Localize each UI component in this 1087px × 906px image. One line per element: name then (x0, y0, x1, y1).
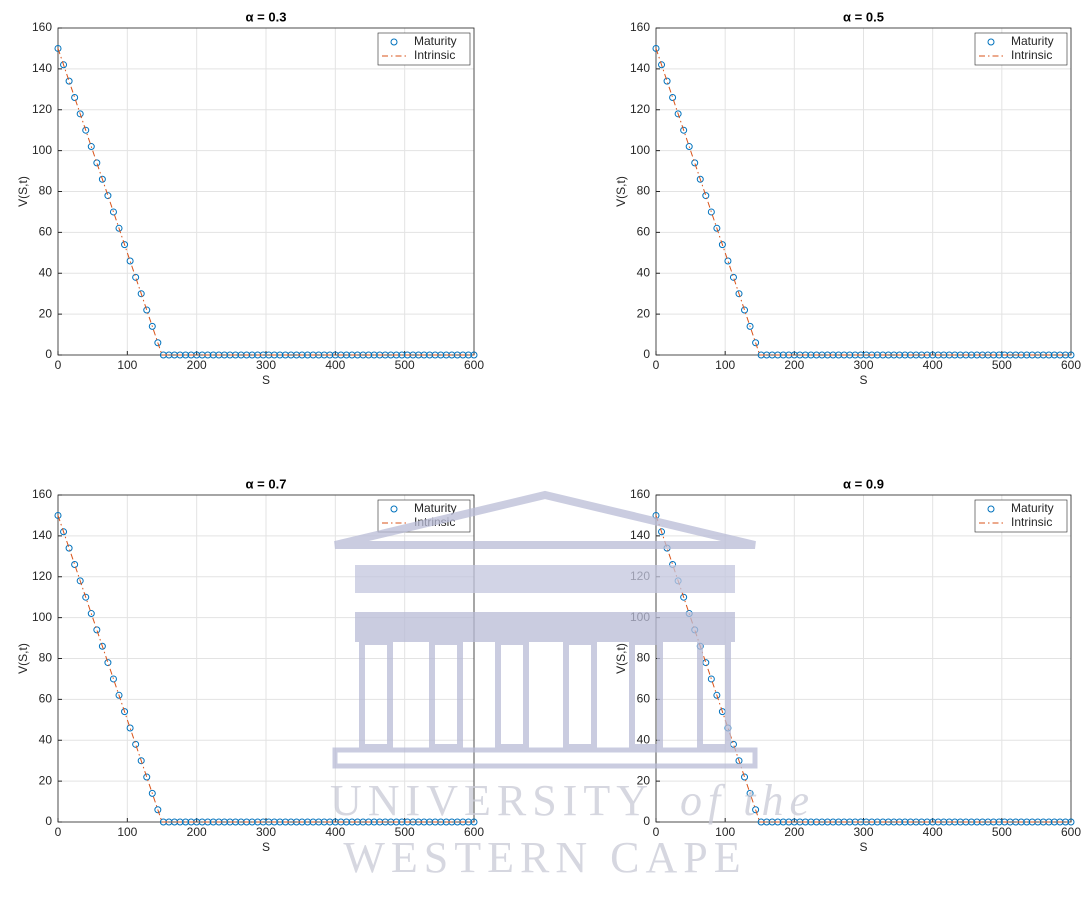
y-tick-label: 120 (32, 569, 52, 583)
y-tick-label: 100 (32, 610, 52, 624)
y-tick-label: 0 (45, 814, 52, 828)
x-tick-label: 200 (187, 358, 207, 372)
frieze (355, 565, 735, 593)
column (566, 642, 594, 747)
y-tick-label: 140 (630, 61, 650, 75)
legend-label: Intrinsic (414, 48, 455, 62)
y-tick-label: 20 (637, 306, 651, 320)
x-tick-label: 600 (1061, 825, 1081, 839)
x-tick-label: 400 (325, 358, 345, 372)
x-tick-label: 100 (117, 358, 137, 372)
x-tick-label: 500 (992, 358, 1012, 372)
x-axis-label: S (859, 840, 867, 854)
y-tick-label: 60 (637, 225, 651, 239)
y-tick-label: 140 (32, 528, 52, 542)
y-tick-label: 160 (630, 20, 650, 34)
legend-label: Intrinsic (1011, 48, 1052, 62)
x-tick-label: 200 (784, 358, 804, 372)
y-tick-label: 40 (39, 732, 53, 746)
y-tick-label: 160 (32, 20, 52, 34)
x-tick-label: 500 (395, 358, 415, 372)
x-tick-label: 200 (187, 825, 207, 839)
y-tick-label: 40 (39, 265, 53, 279)
x-tick-label: 300 (853, 358, 873, 372)
y-tick-label: 0 (643, 347, 650, 361)
y-axis-label: V(S,t) (16, 176, 30, 207)
x-tick-label: 0 (653, 358, 660, 372)
y-tick-label: 20 (39, 306, 53, 320)
y-tick-label: 100 (630, 143, 650, 157)
x-tick-label: 600 (1061, 358, 1081, 372)
y-tick-label: 160 (32, 487, 52, 501)
x-tick-label: 300 (853, 825, 873, 839)
x-tick-label: 400 (923, 825, 943, 839)
legend-label: Intrinsic (1011, 515, 1052, 529)
chart-title: α = 0.9 (843, 476, 884, 491)
y-tick-label: 100 (32, 143, 52, 157)
y-tick-label: 40 (637, 265, 651, 279)
y-tick-label: 80 (39, 651, 53, 665)
y-tick-label: 140 (32, 61, 52, 75)
entablature (355, 612, 735, 642)
x-axis-label: S (859, 373, 867, 387)
x-tick-label: 400 (923, 358, 943, 372)
y-tick-label: 80 (637, 184, 651, 198)
legend-label: Maturity (1011, 34, 1054, 48)
y-tick-label: 120 (630, 102, 650, 116)
x-axis-label: S (262, 373, 270, 387)
watermark-text: of the (680, 776, 815, 825)
plots: 0100200300400500600020406080100120140160… (16, 9, 1081, 854)
chart-title: α = 0.3 (246, 9, 287, 24)
x-tick-label: 200 (784, 825, 804, 839)
y-axis-label: V(S,t) (614, 176, 628, 207)
column (498, 642, 526, 747)
x-tick-label: 0 (55, 825, 62, 839)
y-tick-label: 20 (39, 773, 53, 787)
watermark-text: WESTERN CAPE (343, 833, 746, 882)
legend-label: Maturity (1011, 501, 1054, 515)
chart-title: α = 0.5 (843, 9, 884, 24)
x-tick-label: 300 (256, 825, 276, 839)
y-tick-label: 80 (39, 184, 53, 198)
figure: 0100200300400500600020406080100120140160… (0, 0, 1087, 906)
x-tick-label: 100 (117, 825, 137, 839)
y-tick-label: 60 (637, 692, 651, 706)
y-tick-label: 140 (630, 528, 650, 542)
x-tick-label: 0 (55, 358, 62, 372)
y-tick-label: 60 (39, 225, 53, 239)
y-tick-label: 160 (630, 487, 650, 501)
y-tick-label: 120 (32, 102, 52, 116)
y-tick-label: 80 (637, 651, 651, 665)
legend-label: Maturity (414, 34, 457, 48)
x-tick-label: 300 (256, 358, 276, 372)
x-tick-label: 500 (992, 825, 1012, 839)
chart-title: α = 0.7 (246, 476, 287, 491)
y-axis-label: V(S,t) (614, 643, 628, 674)
watermark-text: UNIVERSITY (330, 776, 654, 825)
y-axis-label: V(S,t) (16, 643, 30, 674)
x-tick-label: 100 (715, 358, 735, 372)
subplot: 0 100 200 300 400 500 600 0 20 40 60 80 100 120 140 160… (614, 9, 1081, 387)
x-tick-label: 600 (464, 358, 484, 372)
legend-label: Maturity (414, 501, 457, 515)
y-tick-label: 60 (39, 692, 53, 706)
y-tick-label: 0 (45, 347, 52, 361)
x-axis-label: S (262, 840, 270, 854)
subplot: 0 100 200 300 400 500 600 0 20 40 60 80 100 120 140 160… (16, 9, 484, 387)
